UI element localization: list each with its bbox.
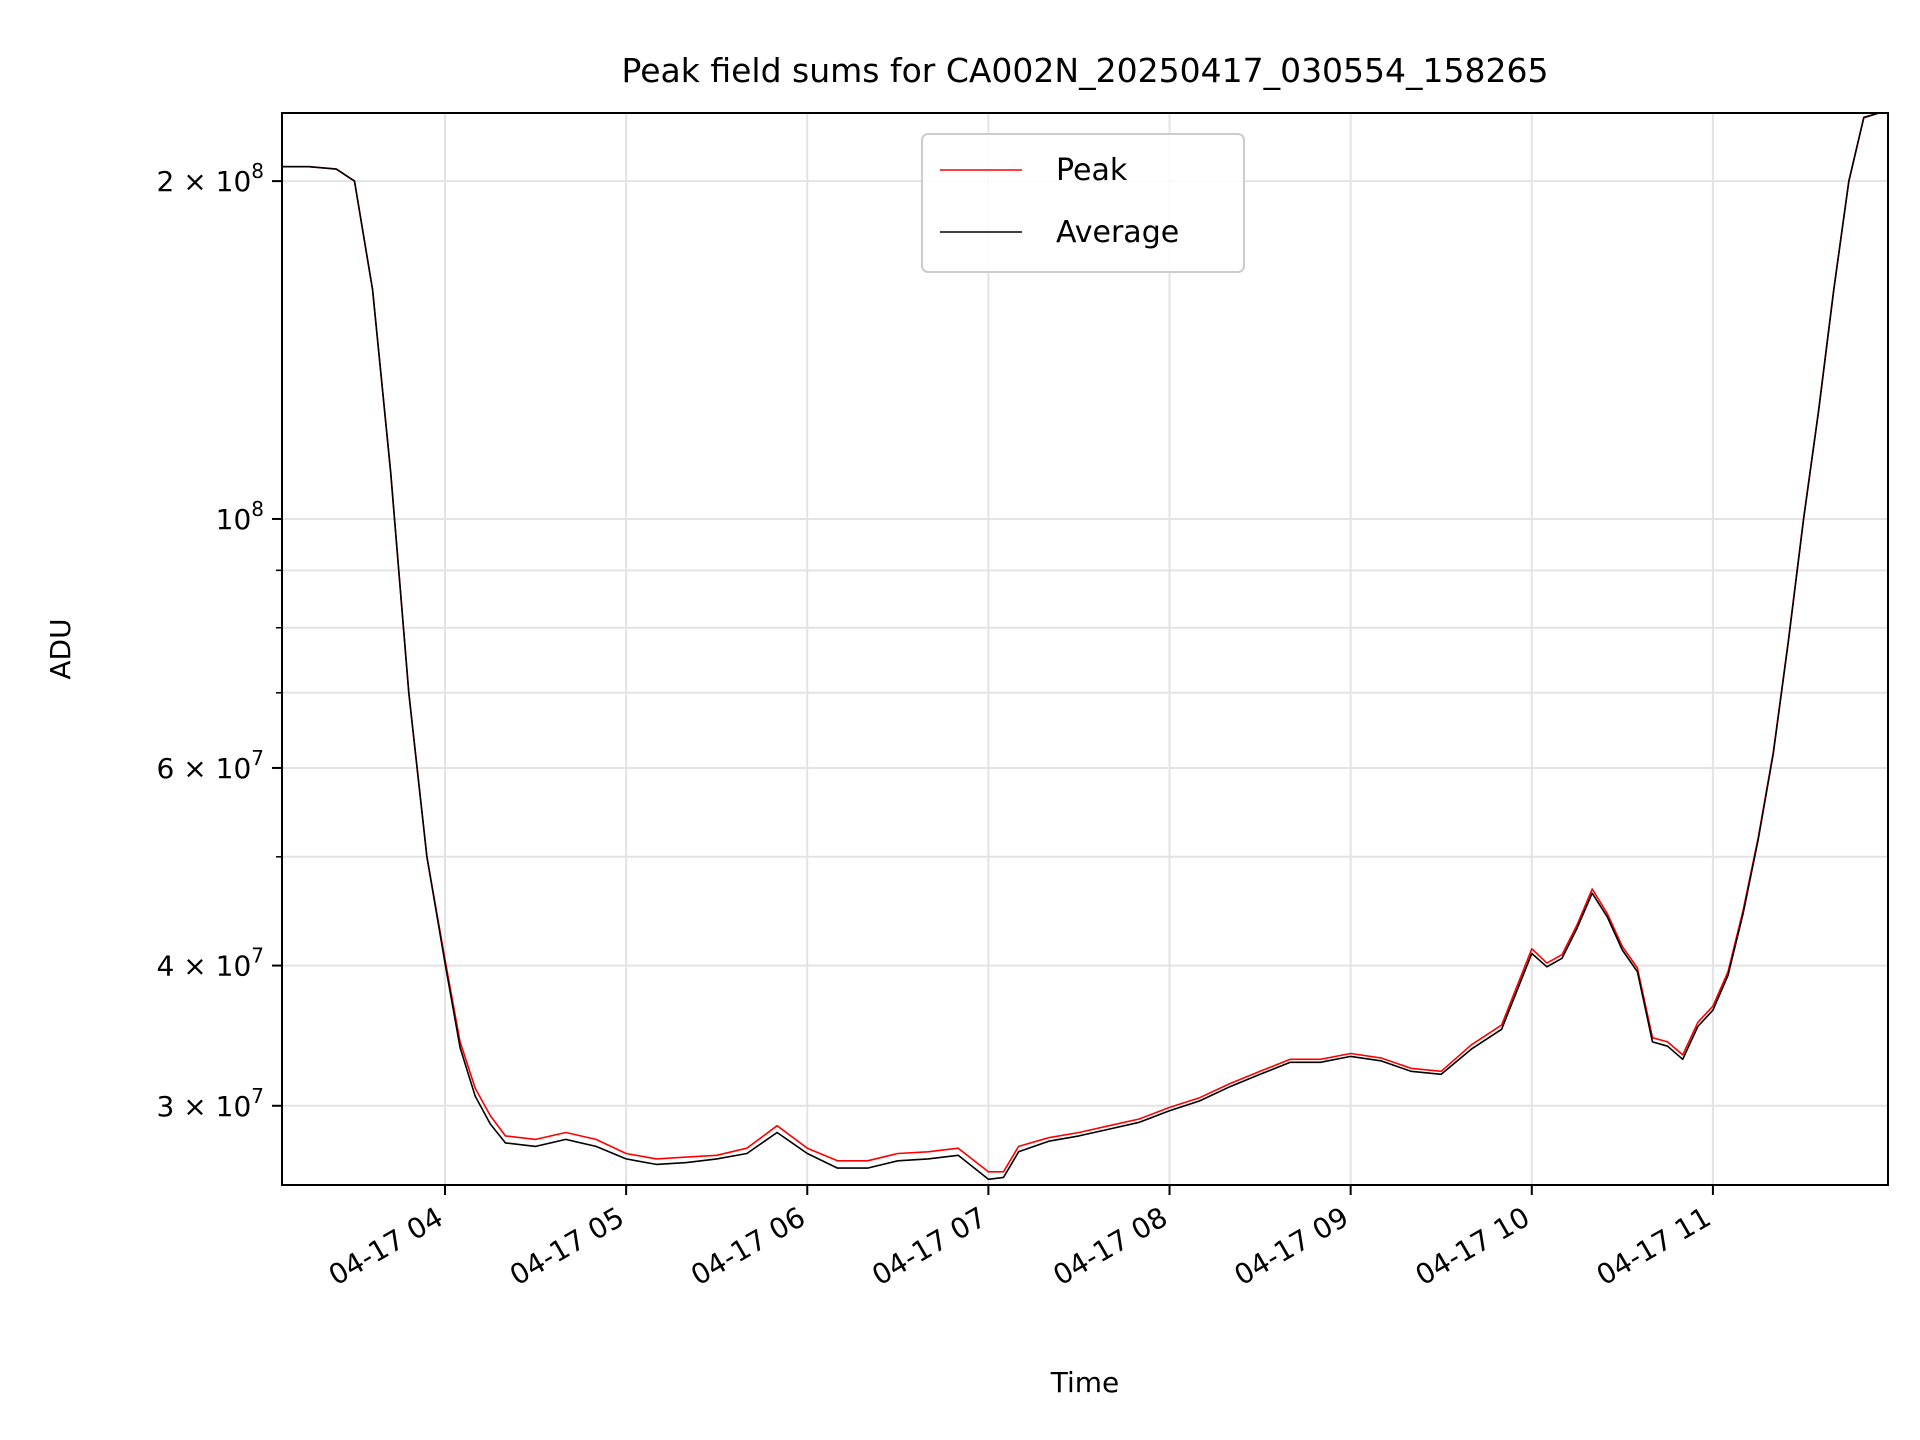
grid	[282, 113, 1888, 1185]
y-tick-label: 108	[216, 497, 264, 536]
series-line-peak	[282, 112, 1888, 1173]
legend-label-average: Average	[1056, 215, 1179, 250]
series-layer	[282, 112, 1888, 1181]
y-axis-label: ADU	[44, 618, 77, 679]
legend: Peak Average	[921, 133, 1245, 273]
chart-title: Peak field sums for CA002N_20250417_0305…	[621, 51, 1548, 90]
y-tick-label: 4 × 107	[157, 944, 264, 983]
y-tick-label: 2 × 108	[157, 159, 264, 198]
x-axis-label: Time	[1050, 1366, 1120, 1399]
y-axis-ticks: 2 × 108 108 6 × 107 4 × 107 3 × 107	[157, 159, 282, 1123]
legend-label-peak: Peak	[1056, 153, 1128, 188]
y-tick-label: 6 × 107	[157, 746, 264, 785]
plot-frame	[281, 112, 1889, 1186]
y-tick-label: 3 × 107	[157, 1084, 264, 1123]
legend-box	[921, 133, 1245, 273]
series-line-average	[282, 112, 1888, 1181]
